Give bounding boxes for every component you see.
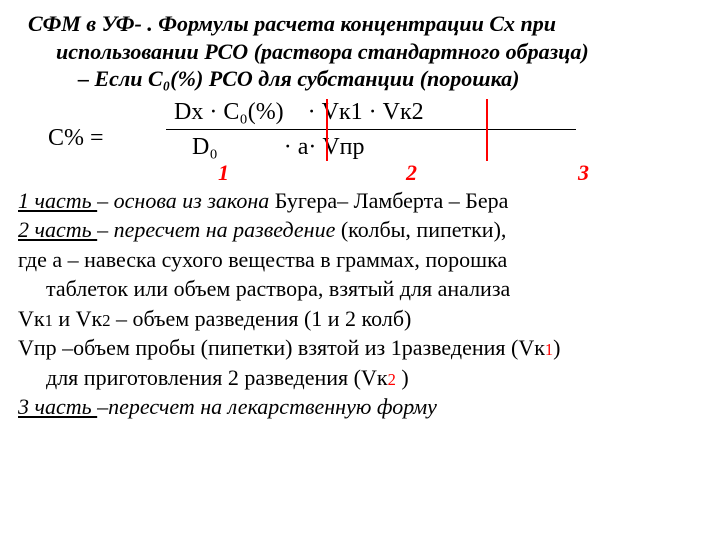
a-def-1: где а – навеска сухого вещества в грамма… <box>18 247 507 272</box>
part-number-2: 2 <box>406 159 417 187</box>
formula-denominator: D₀ · а· Vпр <box>166 132 576 162</box>
fraction-line <box>166 129 576 130</box>
part1-label: 1 часть <box>18 188 97 213</box>
part2-label: 2 часть <box>18 217 97 242</box>
line-a-def-2: таблеток или объем раствора, взятый для … <box>18 275 702 303</box>
line-vpr-2: для приготовления 2 разведения (Vк2 ) <box>18 364 702 392</box>
part-number-1: 1 <box>218 159 229 187</box>
vk-mid: и Vк <box>53 306 102 331</box>
title-line-1: СФМ в УФ- . Формулы расчета концентрации… <box>28 11 556 36</box>
page: СФМ в УФ- . Формулы расчета концентрации… <box>0 0 720 421</box>
vk-rest: – объем разведения (1 и 2 колб) <box>110 306 411 331</box>
part2-rest: (колбы, пипетки), <box>341 217 507 242</box>
vk1-sym: Vк <box>18 306 45 331</box>
vk1-sub: 1 <box>45 311 53 330</box>
vpr-3: для приготовления 2 разведения (Vк <box>46 365 388 390</box>
separator-2 <box>486 99 488 161</box>
body-text: 1 часть – основа из закона Бугера– Ламбе… <box>18 187 702 421</box>
formula-fraction: Dх · С₀(%) · Vк1 · Vк2 D₀ · а· Vпр <box>166 97 576 162</box>
part1-italic: – основа из закона <box>97 188 275 213</box>
line-part1: 1 часть – основа из закона Бугера– Ламбе… <box>18 187 702 215</box>
title-line-2: использовании РСО (раствора стандартного… <box>28 38 702 66</box>
a-def-2: таблеток или объем раствора, взятый для … <box>46 276 510 301</box>
part2-italic: – пересчет на разведение <box>97 217 341 242</box>
line-part2: 2 часть – пересчет на разведение (колбы,… <box>18 216 702 244</box>
vpr-sub2: 2 <box>388 370 396 389</box>
part3-italic: –пересчет на лекарственную форму <box>97 394 437 419</box>
part1-rest: Бугера– Ламберта – Бера <box>275 188 509 213</box>
vpr-4: ) <box>396 365 409 390</box>
title-line-3: – Если С₀(%) РСО для субстанции (порошка… <box>28 65 702 93</box>
line-vk: Vк1 и Vк2 – объем разведения (1 и 2 колб… <box>18 305 702 333</box>
formula-lhs: С% = <box>48 123 104 153</box>
vpr-1: Vпр –объем пробы (пипетки) взятой из 1ра… <box>18 335 545 360</box>
vpr-sub1: 1 <box>545 340 553 359</box>
line-vpr: Vпр –объем пробы (пипетки) взятой из 1ра… <box>18 334 702 362</box>
formula: С% = Dх · С₀(%) · Vк1 · Vк2 D₀ · а· Vпр … <box>18 97 702 187</box>
title-block: СФМ в УФ- . Формулы расчета концентрации… <box>18 10 702 93</box>
vpr-2: ) <box>553 335 560 360</box>
separator-1 <box>326 99 328 161</box>
line-a-def: где а – навеска сухого вещества в грамма… <box>18 246 702 274</box>
formula-numerator: Dх · С₀(%) · Vк1 · Vк2 <box>166 97 576 127</box>
part-number-3: 3 <box>578 159 589 187</box>
part3-label: 3 часть <box>18 394 97 419</box>
line-part3: 3 часть –пересчет на лекарственную форму <box>18 393 702 421</box>
